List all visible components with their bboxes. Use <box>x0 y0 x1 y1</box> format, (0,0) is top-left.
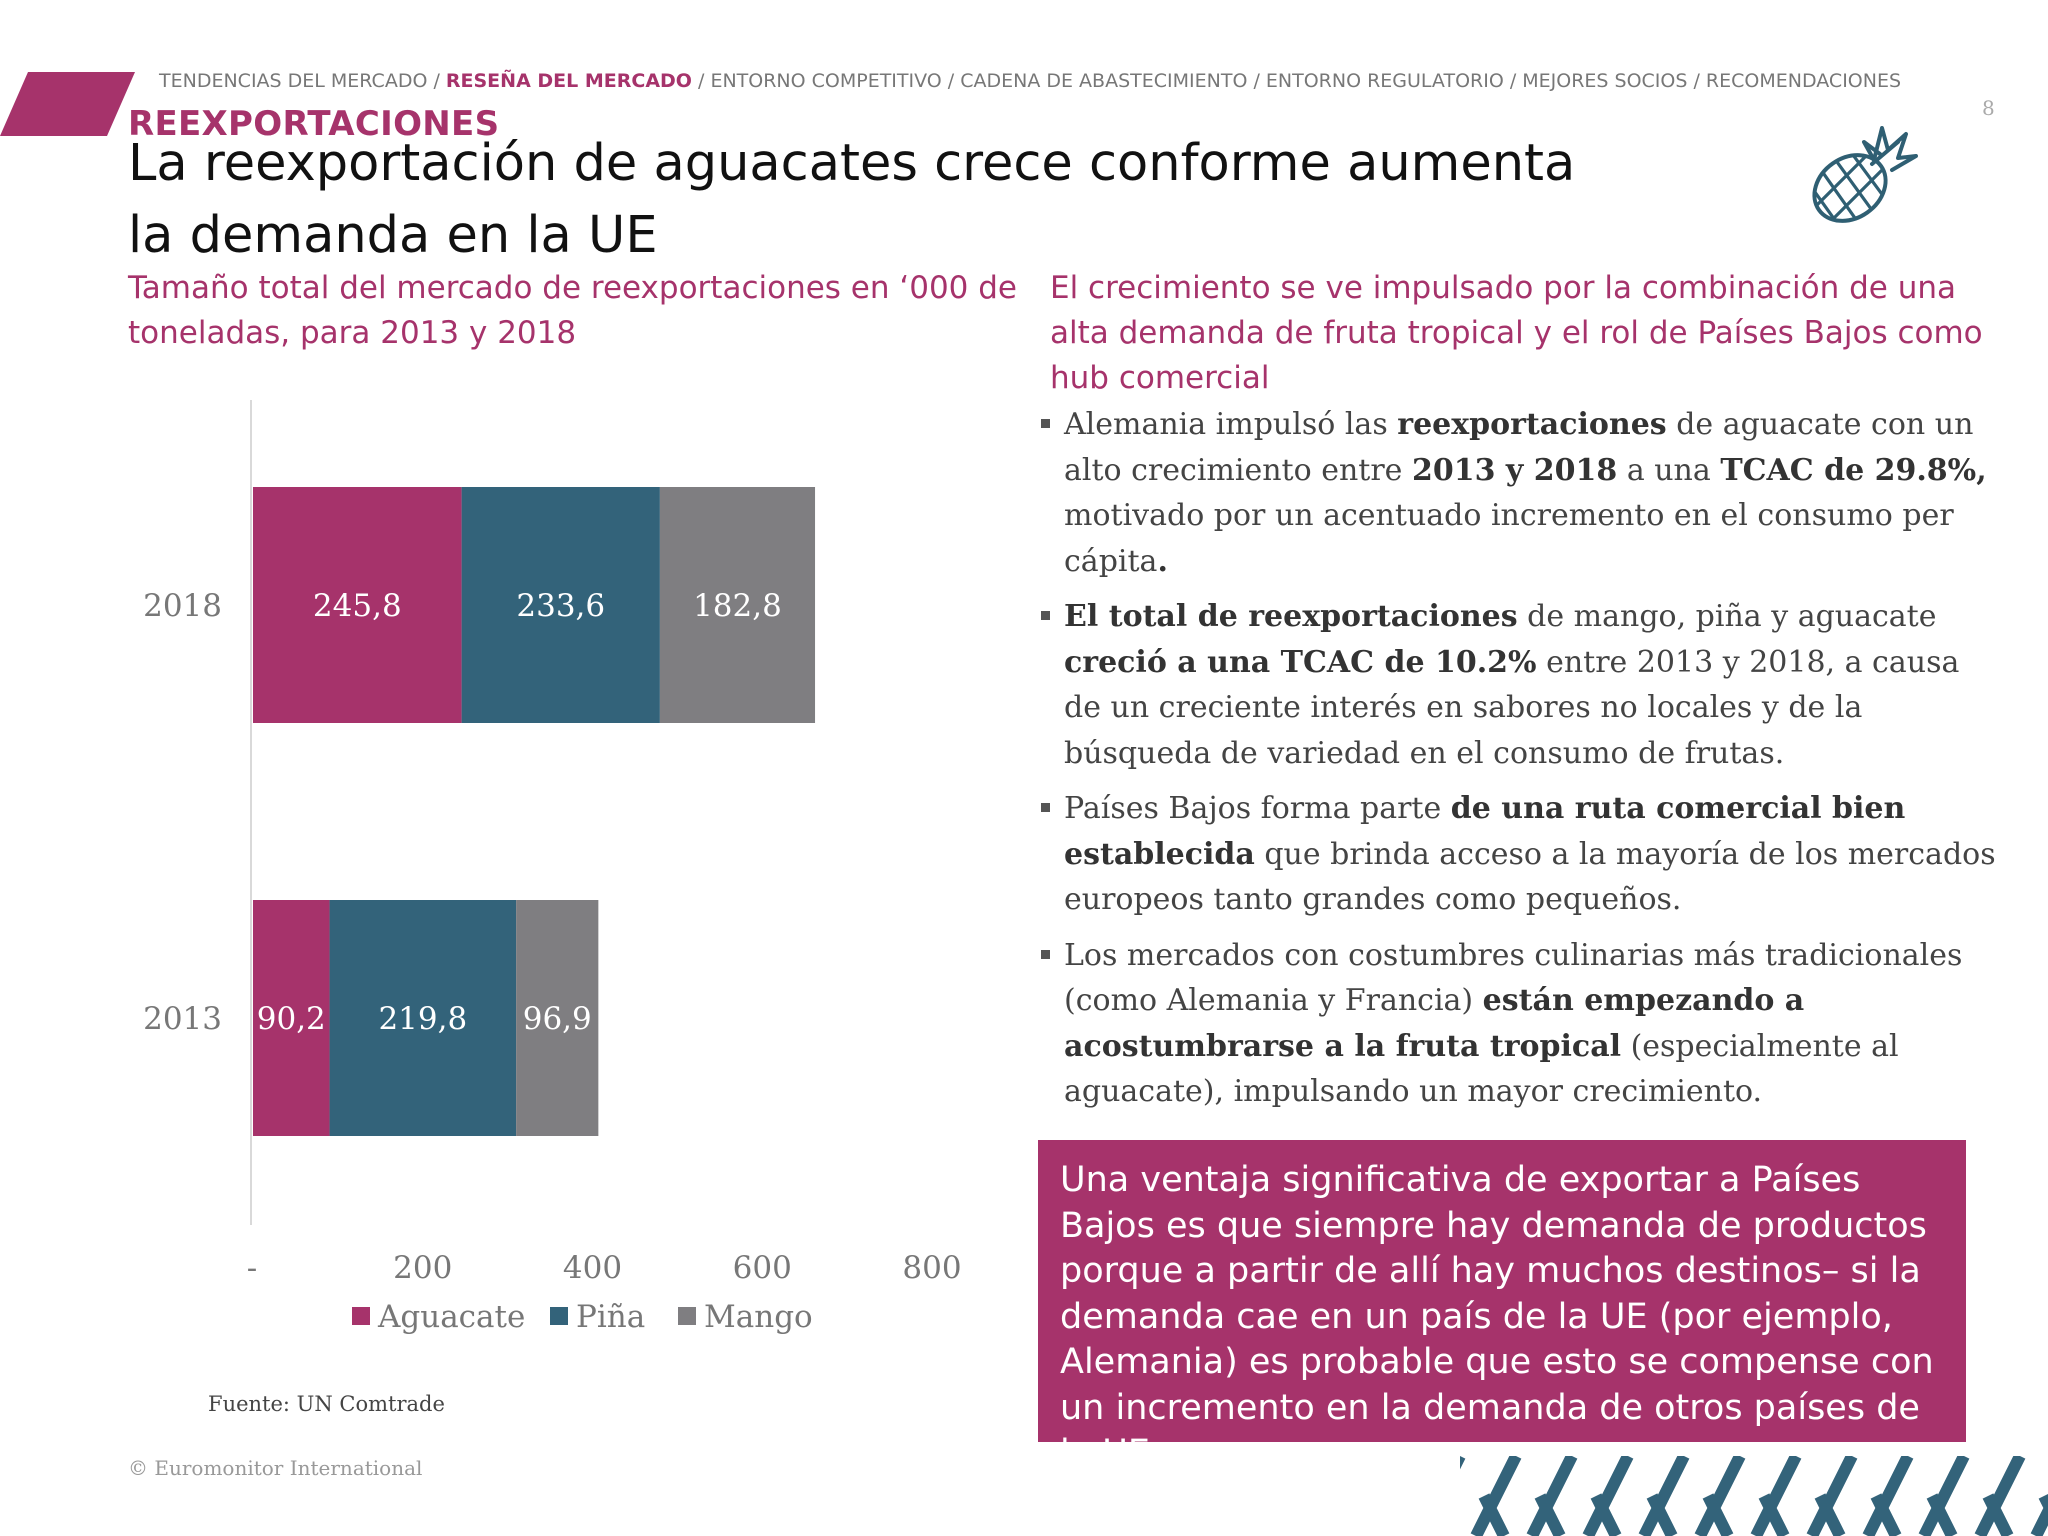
breadcrumb-item[interactable]: RESEÑA DEL MERCADO <box>445 70 692 92</box>
breadcrumb-separator: / <box>941 70 961 92</box>
bullet-text: motivado por un acentuado incremento en … <box>1064 498 1954 579</box>
bullet-text: de mango, piña y aguacate <box>1517 599 1937 634</box>
section-label: REEXPORTACIONES <box>128 104 500 144</box>
data-label: 182,8 <box>693 588 782 624</box>
breadcrumb-item[interactable]: TENDENCIAS DEL MERCADO <box>159 70 428 92</box>
legend-swatch <box>550 1307 568 1325</box>
data-label: 219,8 <box>378 1001 467 1037</box>
page-number: 8 <box>1982 96 1995 120</box>
bullet-text: Los mercados con costumbres culinarias m… <box>1064 937 1963 1019</box>
bullet-text-bold: están empezando a acostumbrarse a la fru… <box>1064 983 1805 1064</box>
data-label: 233,6 <box>516 588 605 624</box>
bar-aguacate-2018 <box>253 487 462 723</box>
bullet-text-bold: 2013 y 2018 <box>1411 452 1618 488</box>
bullet-text: entre 2013 y 2018, a causa de un crecien… <box>1064 644 1960 771</box>
category-label: 2018 <box>143 588 222 624</box>
bar-mango-2013 <box>516 900 599 1136</box>
x-tick-label: 600 <box>733 1250 792 1286</box>
callout-box: Una ventaja significativa de exportar a … <box>1038 1140 1966 1473</box>
bar-piña-2018 <box>461 487 660 723</box>
breadcrumb-item[interactable]: MEJORES SOCIOS <box>1522 70 1688 92</box>
chart-subtitle: Tamaño total del mercado de reexportacio… <box>128 270 1017 351</box>
bullet-list: Alemania impulsó las reexportaciones de … <box>1040 402 2000 1125</box>
data-label: 245,8 <box>313 588 402 624</box>
chart-source: Fuente: UN Comtrade <box>208 1392 445 1416</box>
decorative-pattern <box>1460 1456 2048 1536</box>
bullet-text: que brinda acceso a la mayoría de los me… <box>1064 836 1996 918</box>
breadcrumb-item[interactable]: ENTORNO COMPETITIVO <box>710 70 942 92</box>
x-tick-label: - <box>247 1250 257 1286</box>
bullet-item: Alemania impulsó las reexportaciones de … <box>1040 402 2000 584</box>
breadcrumb-separator: / <box>427 70 446 92</box>
pineapple-icon <box>1802 126 1918 230</box>
bullet-text: (especialmente al aguacate), impulsando … <box>1064 1028 1899 1110</box>
breadcrumb-separator: / <box>1503 70 1523 92</box>
bullet-text-bold: reexportaciones <box>1397 407 1667 442</box>
page-title: La reexportación de aguacates crece conf… <box>128 134 1576 265</box>
bullet-item: Países Bajos forma parte de una ruta com… <box>1040 786 2000 923</box>
bar-aguacate-2013 <box>253 900 330 1136</box>
breadcrumb: TENDENCIAS DEL MERCADO / RESEÑA DEL MERC… <box>159 70 1901 92</box>
breadcrumb-separator: / <box>1687 70 1706 92</box>
data-label: 90,2 <box>257 1001 326 1037</box>
bullet-text: de aguacate con un alto crecimiento entr… <box>1064 407 1974 488</box>
bar-piña-2013 <box>329 900 517 1136</box>
pattern-lines <box>1460 1456 2048 1536</box>
corner-accent-shape <box>0 72 135 136</box>
bullet-item: El total de reexportaciones de mango, pi… <box>1040 594 2000 776</box>
bullet-text: Alemania impulsó las <box>1064 407 1398 442</box>
category-label: 2013 <box>143 1001 222 1037</box>
legend-swatch <box>678 1307 696 1325</box>
breadcrumb-item[interactable]: CADENA DE ABASTECIMIENTO <box>960 70 1248 92</box>
right-heading: El crecimiento se ve impulsado por la co… <box>1050 270 1983 396</box>
bullet-text-bold: de una ruta comercial bien establecida <box>1064 791 1906 872</box>
x-tick-label: 800 <box>902 1250 961 1286</box>
legend-label: Aguacate <box>377 1299 525 1335</box>
breadcrumb-separator: / <box>1247 70 1266 92</box>
breadcrumb-item[interactable]: RECOMENDACIONES <box>1705 70 1902 92</box>
bar-mango-2018 <box>659 487 816 723</box>
bullet-text: a una <box>1617 452 1721 488</box>
x-tick-label: 400 <box>563 1250 622 1286</box>
legend-label: Piña <box>576 1299 645 1335</box>
breadcrumb-item[interactable]: ENTORNO REGULATORIO <box>1265 70 1504 92</box>
breadcrumb-separator: / <box>691 70 711 92</box>
reexport-bar-chart: 2018 245,8 233,6 182,8 2013 90,2 219,8 96,9 - 200… <box>143 400 962 1335</box>
legend-swatch <box>352 1307 370 1325</box>
bullet-text-bold: . <box>1157 543 1168 579</box>
bullet-text-bold: TCAC de 29.8%, <box>1720 452 1987 488</box>
legend-label: Mango <box>704 1299 813 1335</box>
bullet-item: Los mercados con costumbres culinarias m… <box>1040 933 2000 1115</box>
bullet-text-bold: El total de reexportaciones <box>1064 599 1518 634</box>
x-tick-label: 200 <box>393 1250 452 1286</box>
copyright: © Euromonitor International <box>128 1456 423 1480</box>
pattern-path <box>1460 1456 2048 1536</box>
data-label: 96,9 <box>523 1001 592 1037</box>
bullet-text-bold: creció a una TCAC de 10.2% <box>1064 644 1537 680</box>
bullet-text: Países Bajos forma parte <box>1064 791 1451 826</box>
